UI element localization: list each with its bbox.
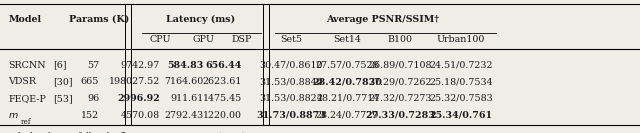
- Text: 27.57/0.7528: 27.57/0.7528: [316, 61, 380, 70]
- Text: [6]: [6]: [53, 61, 67, 70]
- Text: B100: B100: [387, 35, 413, 44]
- Text: Latency (ms): Latency (ms): [166, 15, 236, 24]
- Text: 27.29/0.7262: 27.29/0.7262: [368, 77, 432, 86]
- Text: 2623.61: 2623.61: [202, 77, 242, 86]
- Text: Model: Model: [8, 15, 42, 24]
- Text: 31.73/0.8873: 31.73/0.8873: [256, 111, 326, 120]
- Text: 9742.97: 9742.97: [121, 61, 160, 70]
- Text: ref: ref: [21, 118, 31, 126]
- Text: 96: 96: [87, 94, 99, 103]
- Text: 2792.43: 2792.43: [164, 111, 204, 120]
- Text: SRCNN: SRCNN: [8, 61, 46, 70]
- Text: 2996.92: 2996.92: [117, 94, 160, 103]
- Text: Params (K): Params (K): [69, 15, 129, 24]
- Text: 24.51/0.7232: 24.51/0.7232: [429, 61, 493, 70]
- Text: 31.53/0.8840: 31.53/0.8840: [259, 77, 323, 86]
- Text: 28.24/0.7729: 28.24/0.7729: [316, 111, 380, 120]
- Text: 25.34/0.761: 25.34/0.761: [429, 111, 492, 120]
- Text: 198027.52: 198027.52: [109, 77, 160, 86]
- Text: $m$: $m$: [8, 111, 19, 120]
- Text: GPU: GPU: [193, 35, 214, 44]
- Text: 31.53/0.8824: 31.53/0.8824: [259, 94, 323, 103]
- Text: Set5: Set5: [280, 35, 302, 44]
- Text: 26.89/0.7108: 26.89/0.7108: [368, 61, 432, 70]
- Text: FEQE-P: FEQE-P: [8, 94, 46, 103]
- Text: 1220.00: 1220.00: [203, 111, 242, 120]
- Text: 584.83: 584.83: [167, 61, 204, 70]
- Text: 28.42/0.7830: 28.42/0.7830: [312, 77, 383, 86]
- Text: 27.33/0.7283: 27.33/0.7283: [365, 111, 435, 120]
- Text: 152: 152: [81, 111, 99, 120]
- Text: 1475.45: 1475.45: [203, 94, 242, 103]
- Text: 656.44: 656.44: [205, 61, 242, 70]
- Text: DSP: DSP: [232, 35, 252, 44]
- Text: VDSR: VDSR: [8, 77, 36, 86]
- Text: [53]: [53]: [53, 94, 73, 103]
- Text: CPU: CPU: [149, 35, 171, 44]
- Text: 25.32/0.7583: 25.32/0.7583: [429, 94, 493, 103]
- Text: 57: 57: [87, 61, 99, 70]
- Text: †Calculated using full 32-bit floating-point precision (FP32).: †Calculated using full 32-bit floating-p…: [3, 132, 248, 133]
- Text: 7164.60: 7164.60: [164, 77, 204, 86]
- Text: [30]: [30]: [53, 77, 73, 86]
- Text: 28.21/0.7714: 28.21/0.7714: [316, 94, 379, 103]
- Text: 30.47/0.8610: 30.47/0.8610: [259, 61, 323, 70]
- Text: 27.32/0.7273: 27.32/0.7273: [368, 94, 432, 103]
- Text: Set14: Set14: [333, 35, 362, 44]
- Text: Average PSNR/SSIM†: Average PSNR/SSIM†: [326, 15, 439, 24]
- Text: 911.61: 911.61: [170, 94, 204, 103]
- Text: 4570.08: 4570.08: [121, 111, 160, 120]
- Text: Urban100: Urban100: [436, 35, 485, 44]
- Text: 665: 665: [81, 77, 99, 86]
- Text: 25.18/0.7534: 25.18/0.7534: [429, 77, 493, 86]
